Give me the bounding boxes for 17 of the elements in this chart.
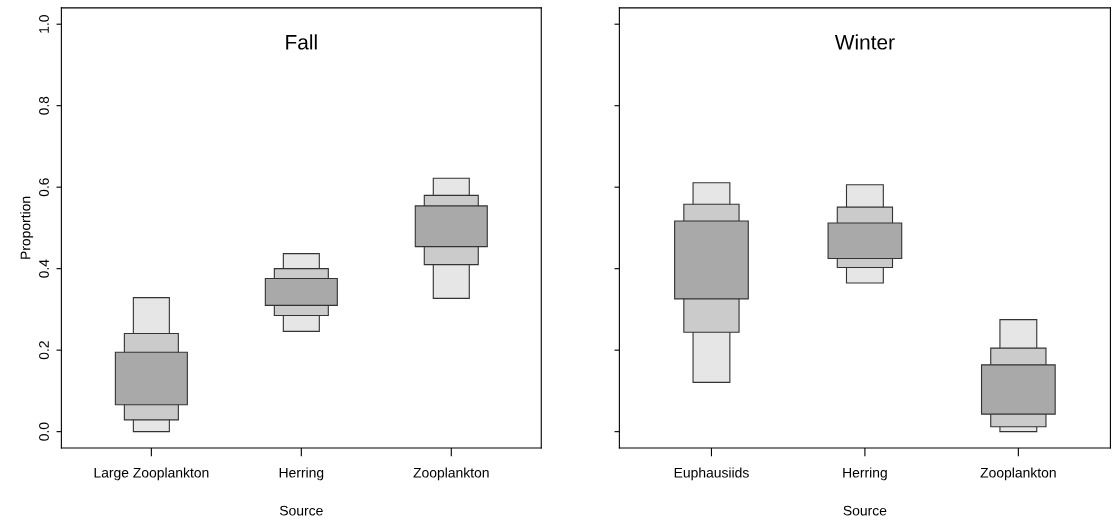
y-tick-label: 0.0: [39, 422, 49, 441]
y-tick-label: 0.2: [39, 341, 49, 360]
x-tick-label: Zooplankton: [980, 467, 1056, 481]
x-tick-label: Euphausiids: [674, 467, 749, 481]
x-axis-title: Source: [843, 505, 887, 516]
text: Winter: [834, 34, 895, 50]
y-axis-title: Proportion: [20, 196, 34, 259]
x-tick-label: Herring: [843, 467, 887, 481]
x-axis-title: Source: [279, 505, 323, 516]
text: Fall: [286, 34, 317, 50]
x-tick-label: Large Zooplankton: [94, 467, 209, 481]
y-tick-label: 0.6: [39, 178, 49, 197]
y-tick-label: 1.0: [39, 15, 49, 33]
y-tick-label: 0.8: [39, 96, 49, 115]
y-tick-label: 0.4: [39, 259, 49, 278]
x-tick-label: Zooplankton: [413, 467, 489, 481]
x-tick-label: Herring: [279, 467, 324, 481]
